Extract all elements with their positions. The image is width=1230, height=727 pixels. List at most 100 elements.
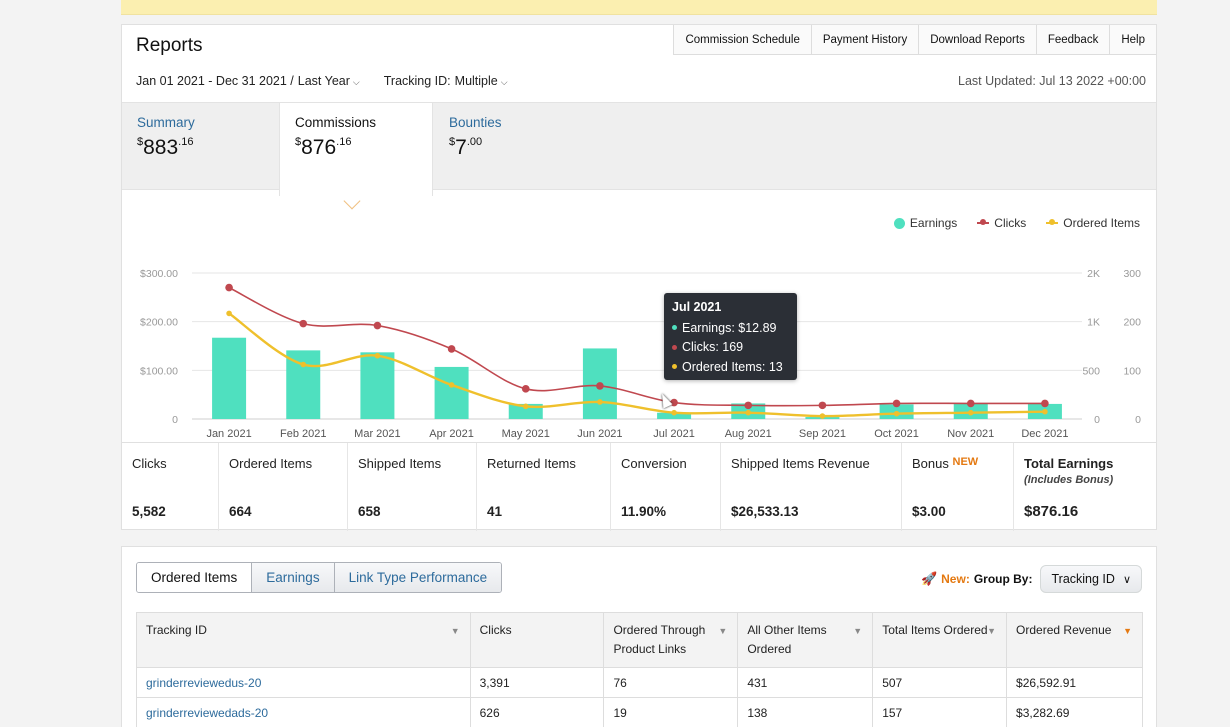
last-updated: Last Updated: Jul 13 2022 +00:00	[958, 74, 1146, 88]
ordered-items-point	[671, 409, 677, 416]
col-other-items[interactable]: All Other Items Ordered ▼	[737, 612, 874, 668]
x-tick-label: Dec 2021	[1021, 428, 1068, 440]
table-cell: 157	[872, 697, 1008, 727]
earnings-bar	[434, 366, 469, 419]
tracking-id-value: Multiple	[454, 74, 498, 88]
col-total-items[interactable]: Total Items Ordered ▼	[872, 612, 1008, 668]
sort-icon: ▼	[718, 626, 728, 636]
tab-commissions[interactable]: Commissions $876.16	[279, 103, 433, 196]
clicks-point	[744, 401, 753, 410]
y-right-outer-tick: 500	[1082, 365, 1100, 377]
legend-clicks[interactable]: Clicks	[977, 216, 1026, 230]
ordered-items-point	[1042, 408, 1048, 415]
stat-returned-items: Returned Items 41	[477, 443, 611, 531]
feedback-link[interactable]: Feedback	[1036, 25, 1111, 55]
tab-link-type-performance[interactable]: Link Type Performance	[334, 563, 502, 592]
y-right-outer-tick: 0	[1094, 414, 1100, 426]
col-clicks[interactable]: Clicks	[469, 612, 605, 668]
legend-ordered-items[interactable]: Ordered Items	[1046, 216, 1140, 230]
tooltip-clicks: Clicks: 169	[672, 338, 789, 358]
earnings-legend-dot	[893, 217, 905, 229]
detail-tabs: Ordered Items Earnings Link Type Perform…	[136, 562, 503, 593]
clicks-point	[892, 399, 901, 408]
x-tick-label: Feb 2021	[280, 428, 326, 440]
x-tick-label: Nov 2021	[947, 428, 994, 440]
ordered-items-point	[967, 409, 974, 416]
payment-history-link[interactable]: Payment History	[811, 25, 920, 55]
download-reports-link[interactable]: Download Reports	[919, 25, 1037, 55]
col-ordered-revenue[interactable]: Ordered Revenue ▼	[1006, 612, 1143, 668]
new-badge: NEW	[952, 456, 979, 468]
stat-clicks: Clicks 5,582	[122, 443, 219, 531]
tab-summary[interactable]: Summary $883.16	[122, 103, 279, 191]
tooltip-ordered-items: Ordered Items: 13	[672, 357, 789, 377]
x-tick-label: Apr 2021	[429, 428, 474, 440]
table-cell: 76	[603, 667, 739, 698]
ordered-items-point	[893, 410, 900, 417]
y-right-outer-tick: 1K	[1087, 317, 1100, 329]
earnings-bar	[360, 352, 395, 419]
rocket-icon: 🚀	[920, 571, 938, 586]
table-cell: $3,282.69	[1006, 697, 1143, 727]
x-tick-label: Jan 2021	[206, 428, 251, 440]
group-by-label: Group By:	[973, 572, 1033, 586]
tracking-id-link[interactable]: grinderreviewedads-20	[146, 705, 269, 720]
details-card: Ordered Items Earnings Link Type Perform…	[121, 546, 1157, 727]
clicks-point	[373, 321, 382, 330]
stat-shipped-items: Shipped Items 658	[348, 443, 477, 531]
chevron-down-icon: ⌵	[500, 77, 508, 87]
ordered-items-point	[522, 403, 529, 410]
tab-bounties-amount: $7.00	[449, 136, 483, 159]
commission-schedule-link[interactable]: Commission Schedule	[674, 25, 812, 55]
ordered-items-point	[819, 413, 826, 419]
chevron-down-icon: ∨	[1122, 573, 1131, 586]
help-link[interactable]: Help	[1110, 25, 1156, 55]
ordered-items-table: Tracking ID ▼ Clicks Ordered Through Prod…	[136, 612, 1143, 727]
sort-icon: ▼	[450, 626, 460, 636]
ordered-items-point	[300, 361, 307, 368]
period-dropdown[interactable]: Last Year ⌵	[298, 74, 360, 88]
top-links: Commission Schedule Payment History Down…	[673, 25, 1156, 55]
tracking-id-link[interactable]: grinderreviewedus-20	[146, 675, 262, 690]
y-right-inner-tick: 300	[1123, 268, 1141, 280]
group-by-select[interactable]: Tracking ID ∨	[1040, 565, 1142, 593]
chevron-down-icon: ⌵	[352, 77, 360, 87]
tab-summary-label: Summary	[137, 115, 195, 130]
clicks-point	[596, 382, 604, 390]
table-cell: grinderreviewedads-20	[136, 697, 471, 727]
ordered-items-point	[226, 310, 232, 317]
x-tick-label: Sep 2021	[799, 428, 846, 440]
tab-earnings[interactable]: Earnings	[252, 563, 335, 592]
clicks-point	[521, 385, 530, 393]
tab-bounties[interactable]: Bounties $7.00	[434, 103, 584, 191]
ordered-items-point	[448, 382, 455, 388]
table-cell: grinderreviewedus-20	[136, 667, 471, 698]
table-row: grinderreviewedus-20 3,391 76 431 507 $2…	[136, 667, 1143, 698]
tab-bounties-label: Bounties	[449, 115, 502, 130]
tracking-id-dropdown[interactable]: Multiple ⌵	[455, 74, 508, 88]
y-left-tick: 0	[172, 414, 178, 426]
table-cell: 3,391	[469, 667, 605, 698]
table-cell: 507	[872, 667, 1008, 698]
filter-bar: Jan 01 2021 - Dec 31 2021 / Last Year ⌵ T…	[136, 74, 508, 88]
table-cell: 19	[603, 697, 739, 727]
clicks-point	[225, 283, 233, 292]
stat-total-earnings: Total Earnings (Includes Bonus) $876.16	[1024, 456, 1114, 520]
tab-summary-amount: $883.16	[137, 136, 194, 159]
y-left-tick: $300.00	[140, 268, 178, 280]
x-tick-label: Jul 2021	[653, 428, 695, 440]
period-label: Last Year	[297, 74, 350, 88]
x-tick-label: Jun 2021	[577, 428, 622, 440]
tab-ordered-items[interactable]: Ordered Items	[137, 563, 253, 592]
legend-earnings[interactable]: Earnings	[893, 216, 957, 230]
col-tracking-id[interactable]: Tracking ID ▼	[136, 612, 471, 668]
tab-commissions-label: Commissions	[295, 115, 377, 130]
ordered-items-point	[745, 409, 752, 416]
table-cell: 626	[469, 697, 605, 727]
stat-bonus: Bonus NEW $3.00	[902, 443, 1014, 531]
col-ordered-through[interactable]: Ordered Through Product Links ▼	[603, 612, 739, 668]
tooltip-title: Jul 2021	[672, 300, 722, 314]
chart-tooltip: Jul 2021 Earnings: $12.89 Clicks: 169 Or…	[664, 293, 797, 380]
table-cell: 138	[737, 697, 874, 727]
clicks-point	[299, 319, 308, 328]
